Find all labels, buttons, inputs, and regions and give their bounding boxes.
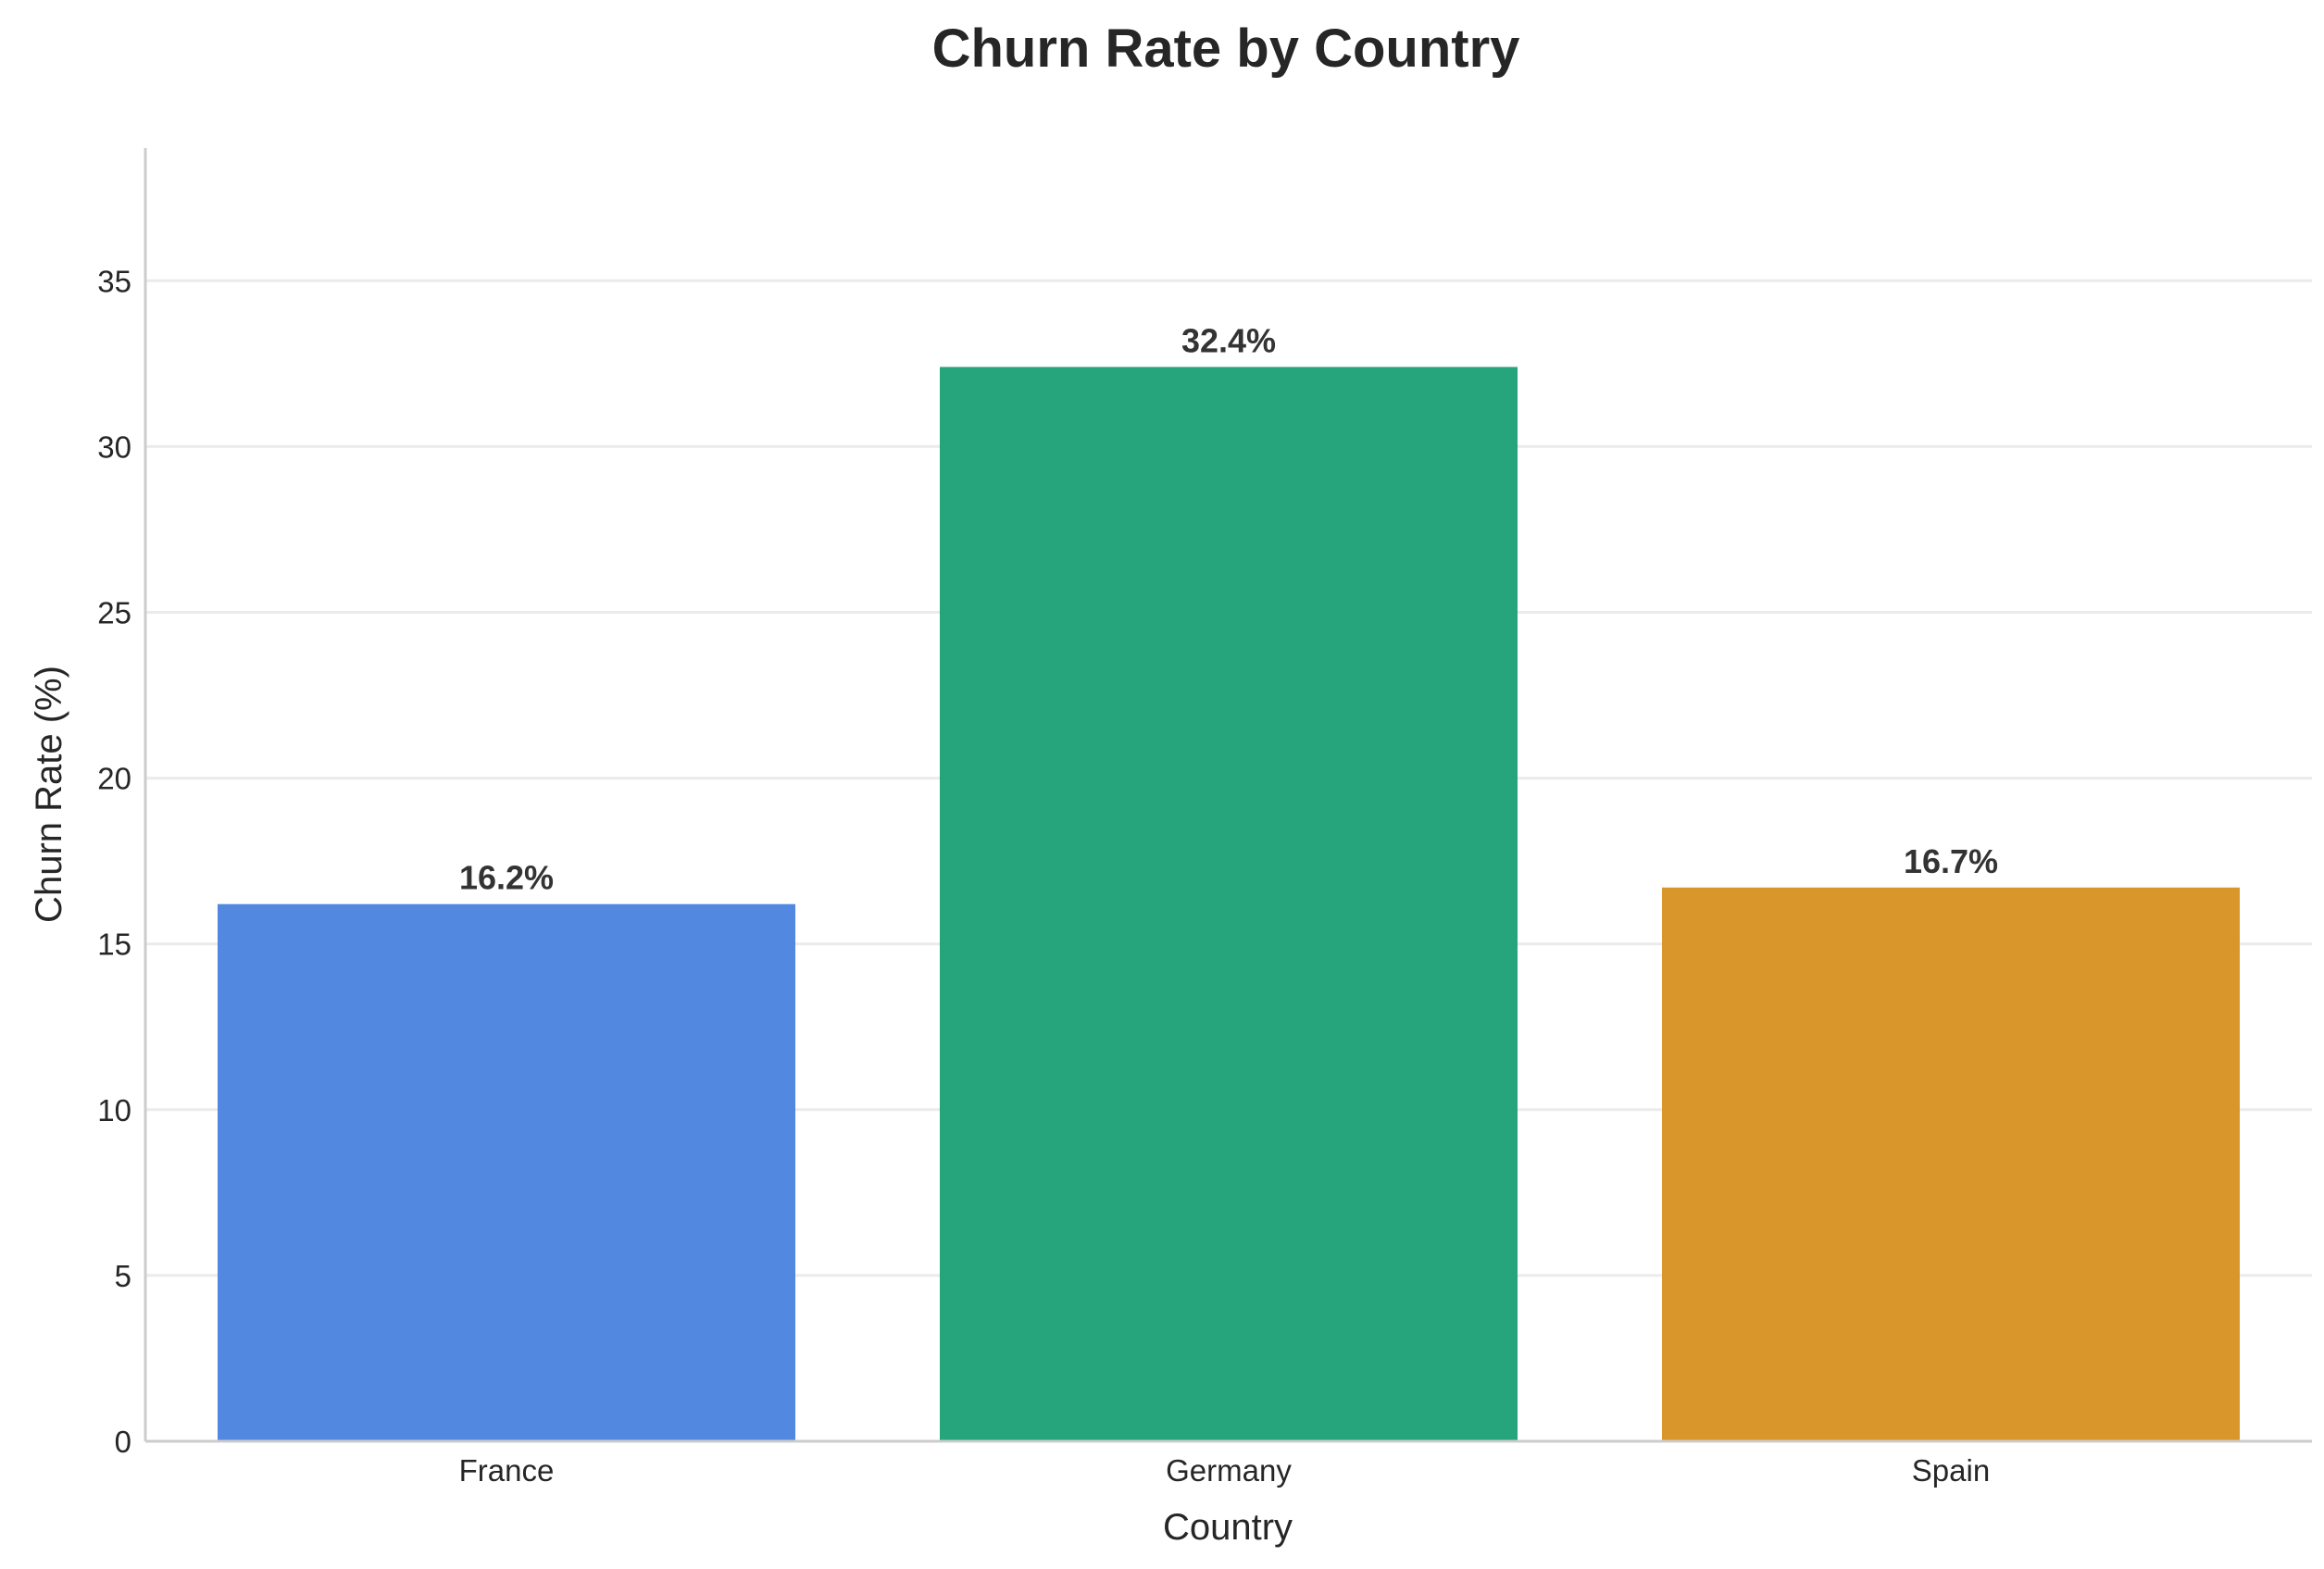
x-tick-label-france: France — [459, 1453, 555, 1488]
y-tick-label: 20 — [97, 762, 131, 796]
value-label-germany: 32.4% — [1181, 321, 1276, 359]
value-label-france: 16.2% — [459, 859, 554, 897]
y-tick-label: 0 — [115, 1425, 131, 1459]
y-tick-label: 5 — [115, 1259, 131, 1293]
y-axis-label: Churn Rate (%) — [29, 666, 69, 923]
x-tick-label-spain: Spain — [1912, 1453, 1990, 1488]
bar-germany — [940, 367, 1518, 1441]
x-tick-labels: France Germany Spain — [459, 1453, 1991, 1488]
x-axis-label: Country — [1163, 1507, 1293, 1548]
y-tick-label: 35 — [97, 264, 131, 298]
value-labels: 16.2% 32.4% 16.7% — [459, 321, 1998, 896]
bars — [218, 367, 2240, 1441]
y-tick-label: 10 — [97, 1093, 131, 1127]
bar-france — [218, 903, 795, 1441]
chart-title: Churn Rate by Country — [932, 19, 1520, 79]
bar-spain — [1662, 887, 2240, 1441]
y-tick-label: 30 — [97, 430, 131, 464]
y-tick-label: 15 — [97, 928, 131, 962]
y-tick-labels: 0 5 10 15 20 25 30 35 — [97, 264, 131, 1459]
x-tick-label-germany: Germany — [1166, 1453, 1292, 1488]
y-tick-label: 25 — [97, 595, 131, 629]
value-label-spain: 16.7% — [1904, 842, 1998, 880]
